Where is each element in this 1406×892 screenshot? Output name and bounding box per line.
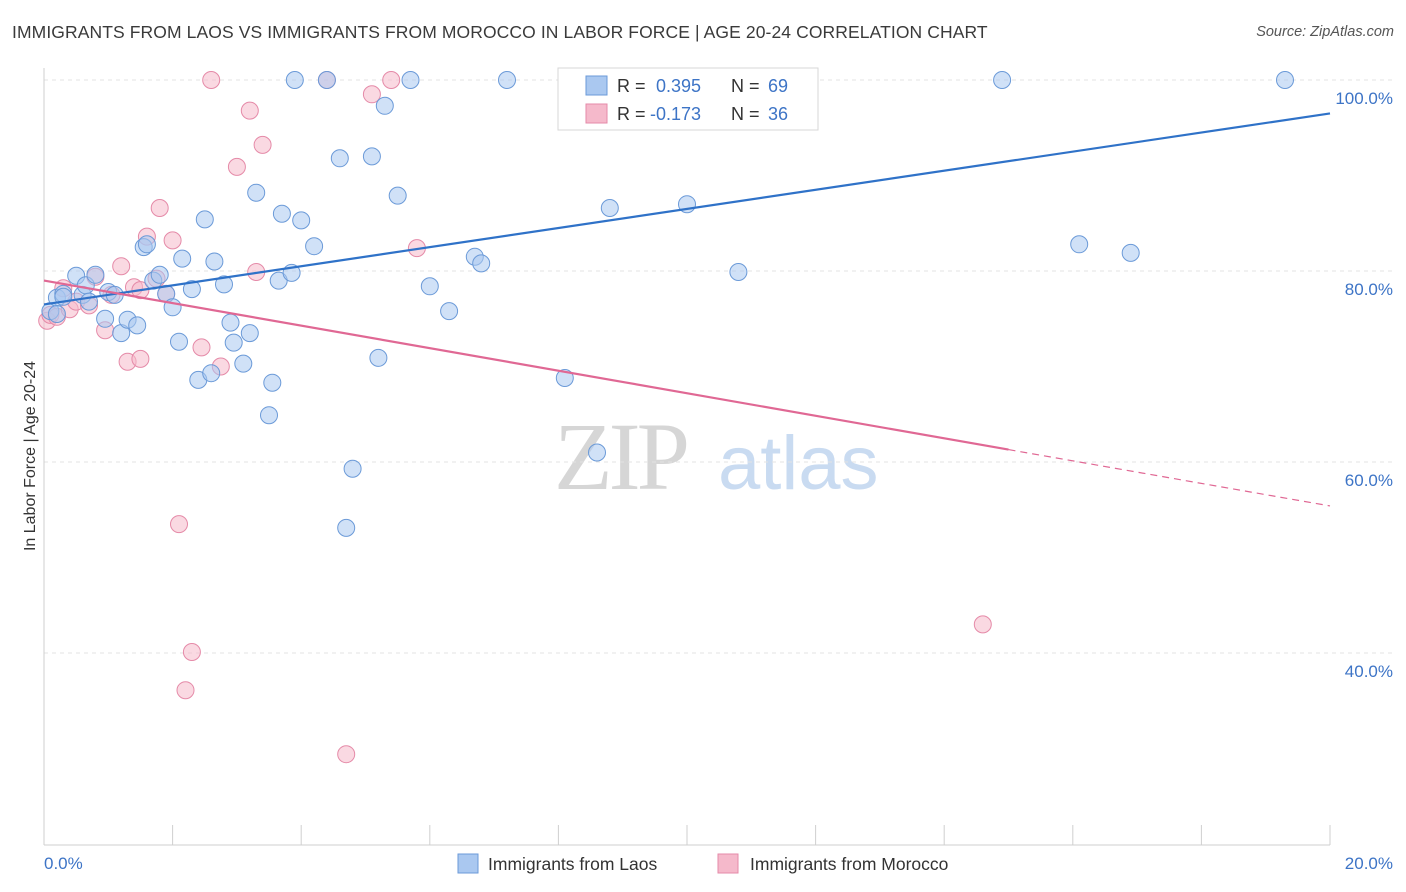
laos-point-34 xyxy=(263,373,282,392)
morocco-point-31 xyxy=(362,85,381,104)
laos-point-45 xyxy=(362,147,381,166)
laos-series xyxy=(41,71,1294,537)
morocco-point-26 xyxy=(240,101,259,120)
laos-point-42 xyxy=(330,149,349,168)
laos-point-38 xyxy=(285,71,304,89)
laos-point-7 xyxy=(86,265,105,284)
bottom-legend-swatch-morocco xyxy=(717,853,739,874)
legend-morocco-n-value: 36 xyxy=(768,104,788,124)
morocco-point-28 xyxy=(253,135,272,154)
laos-point-57 xyxy=(588,443,606,462)
laos-point-47 xyxy=(375,96,394,115)
laos-point-46 xyxy=(369,348,388,367)
series-legend: Immigrants from Laos Immigrants from Mor… xyxy=(457,853,948,874)
axes xyxy=(43,68,1330,846)
morocco-point-18 xyxy=(163,231,182,250)
laos-point-50 xyxy=(420,277,439,296)
laos-point-28 xyxy=(221,313,240,332)
y-tick-labels: 40.0% 60.0% 80.0% 100.0% xyxy=(1335,89,1393,681)
laos-point-53 xyxy=(472,254,491,273)
morocco-point-10 xyxy=(112,257,131,276)
laos-point-21 xyxy=(173,249,192,268)
watermark-zip: ZIP xyxy=(554,403,687,510)
y-axis-label: In Labor Force | Age 20-24 xyxy=(22,361,39,551)
laos-point-66 xyxy=(1276,71,1294,89)
legend-laos-r-value: 0.395 xyxy=(656,76,701,96)
laos-point-54 xyxy=(498,71,516,89)
laos-point-39 xyxy=(292,211,311,230)
chart-title: IMMIGRANTS FROM LAOS VS IMMIGRANTS FROM … xyxy=(12,22,988,42)
laos-point-25 xyxy=(202,364,221,383)
legend-morocco-r-value: -0.173 xyxy=(650,104,701,124)
laos-trend-line xyxy=(43,112,1331,306)
legend-morocco-r-label: R = xyxy=(617,104,646,124)
laos-point-29 xyxy=(224,333,243,352)
y-tick-label-100: 100.0% xyxy=(1335,89,1393,108)
laos-point-65 xyxy=(1121,243,1140,262)
laos-point-15 xyxy=(137,235,156,254)
laos-point-41 xyxy=(317,71,336,89)
morocco-point-32 xyxy=(382,71,401,89)
laos-point-58 xyxy=(600,199,619,217)
laos-point-13 xyxy=(128,316,147,335)
watermark-atlas: atlas xyxy=(718,421,879,506)
morocco-trend-line xyxy=(43,279,1009,451)
laos-point-61 xyxy=(729,263,748,281)
morocco-point-34 xyxy=(973,615,992,634)
legend-morocco-n-label: N = xyxy=(731,104,760,124)
laos-point-44 xyxy=(343,459,362,478)
legend-laos-n-label: N = xyxy=(731,76,760,96)
laos-point-26 xyxy=(205,252,224,271)
laos-point-20 xyxy=(170,332,188,351)
laos-point-48 xyxy=(388,186,407,205)
legend-swatch-morocco xyxy=(585,103,608,124)
laos-point-24 xyxy=(195,210,214,229)
laos-point-36 xyxy=(272,204,291,223)
morocco-point-20 xyxy=(176,681,195,700)
morocco-point-22 xyxy=(192,338,211,357)
morocco-point-21 xyxy=(182,643,201,661)
source-credit: Source: ZipAtlas.com xyxy=(1256,24,1394,40)
laos-point-31 xyxy=(240,324,259,343)
x-ticks xyxy=(43,825,1331,845)
bottom-legend-morocco: Immigrants from Morocco xyxy=(750,854,948,874)
laos-point-40 xyxy=(305,237,324,256)
correlation-legend: R = 0.395 N = 69 R = -0.173 N = 36 xyxy=(557,67,819,131)
morocco-point-13 xyxy=(131,349,150,368)
x-tick-label-max: 20.0% xyxy=(1345,854,1393,873)
laos-point-63 xyxy=(993,71,1012,89)
morocco-point-19 xyxy=(170,515,188,534)
morocco-point-25 xyxy=(227,157,246,176)
morocco-series xyxy=(38,71,992,764)
laos-point-30 xyxy=(234,354,253,373)
laos-point-51 xyxy=(440,302,459,321)
laos-point-6 xyxy=(80,292,98,311)
morocco-point-30 xyxy=(337,745,356,764)
legend-laos-r-label: R = xyxy=(617,76,646,96)
laos-point-17 xyxy=(150,265,169,284)
laos-point-64 xyxy=(1070,235,1089,254)
bottom-legend-laos: Immigrants from Laos xyxy=(488,854,657,874)
laos-point-67 xyxy=(47,305,66,323)
morocco-point-23 xyxy=(202,71,221,89)
laos-point-22 xyxy=(182,280,201,299)
laos-point-8 xyxy=(96,309,115,328)
legend-laos-n-value: 69 xyxy=(768,76,788,96)
y-tick-label-40: 40.0% xyxy=(1345,662,1393,681)
laos-point-33 xyxy=(260,406,278,425)
morocco-point-16 xyxy=(150,199,169,217)
bottom-legend-swatch-laos xyxy=(457,853,479,874)
x-tick-label-min: 0.0% xyxy=(44,854,83,873)
laos-point-55 xyxy=(555,369,574,387)
laos-point-43 xyxy=(337,518,356,537)
legend-swatch-laos xyxy=(585,75,608,96)
y-tick-label-80: 80.0% xyxy=(1345,280,1393,299)
laos-point-27 xyxy=(215,275,233,294)
laos-point-49 xyxy=(401,71,420,89)
laos-point-32 xyxy=(247,183,266,202)
y-tick-label-60: 60.0% xyxy=(1345,471,1393,490)
morocco-trend-extension xyxy=(1008,448,1331,507)
